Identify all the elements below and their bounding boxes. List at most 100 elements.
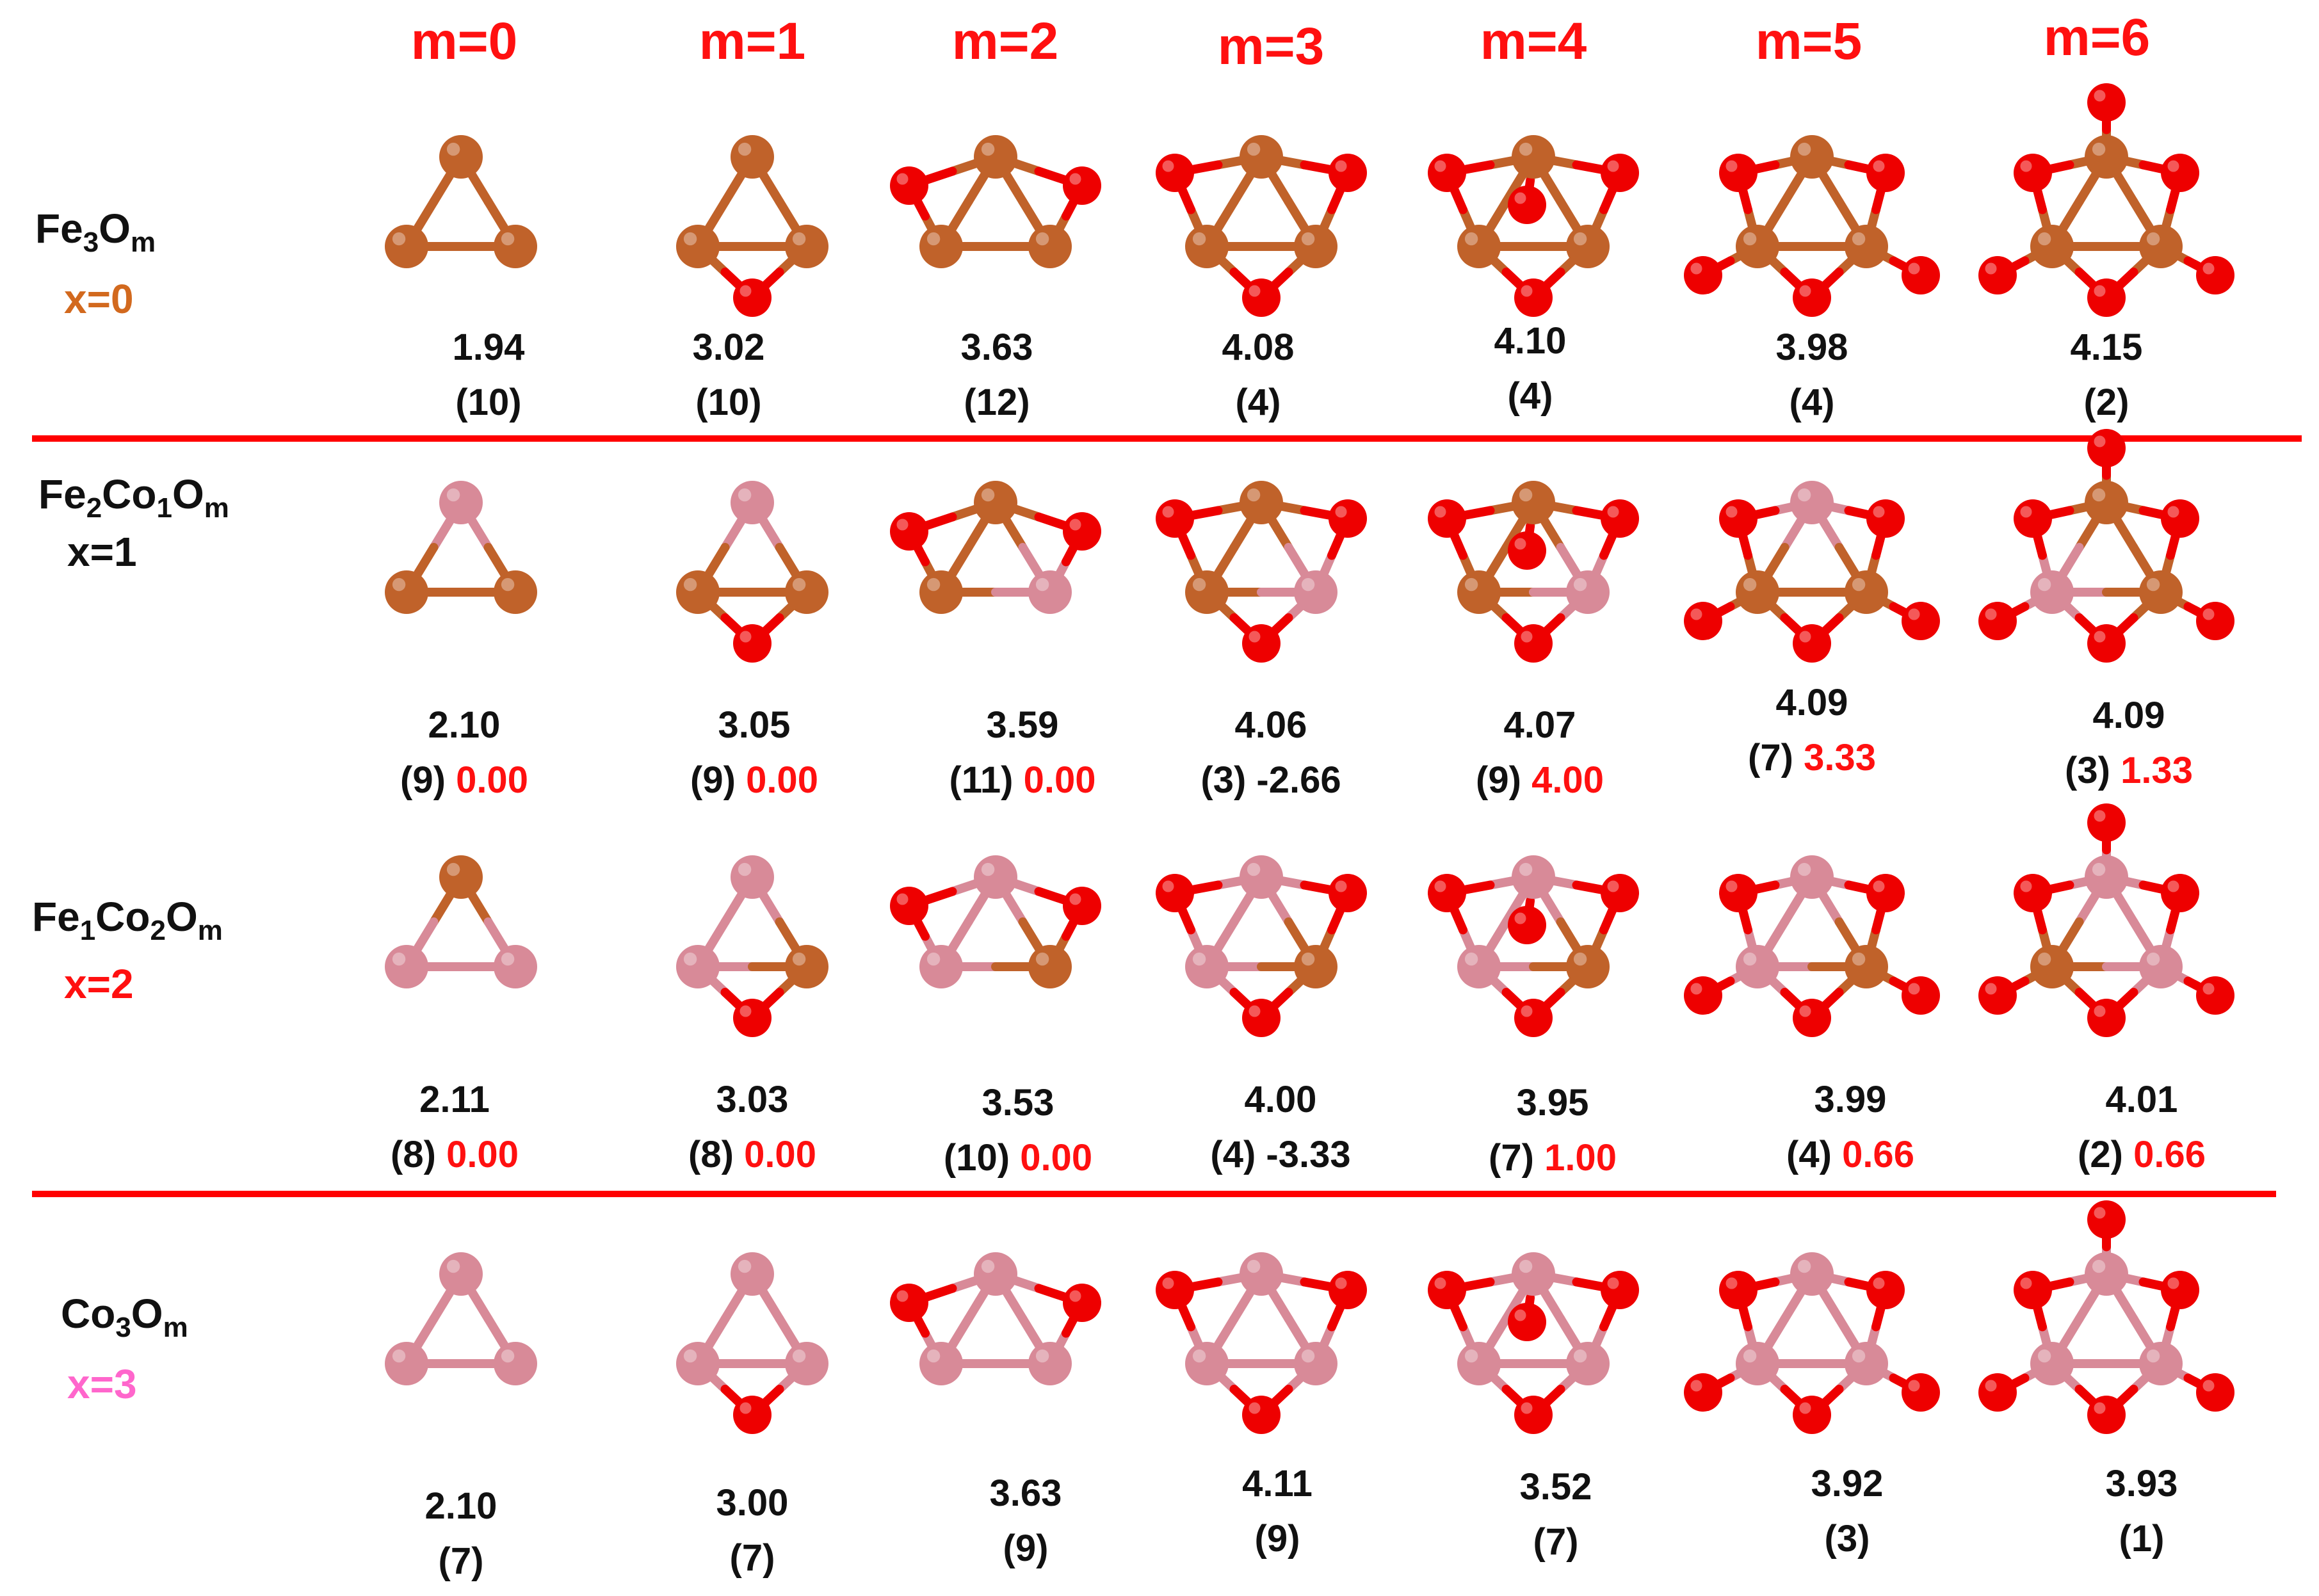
moment-delta: 1.33 [2121,750,2193,791]
atom-highlight [1725,160,1738,172]
atom-highlight [981,142,995,156]
oxygen-atom [1156,154,1194,192]
cell-r1-m4: 4.07 (9) 4.00 [1418,698,1661,808]
energy-value: 3.63 [960,326,1033,368]
row-x-label-1: x=1 [67,529,137,575]
atom-highlight [1985,608,1997,620]
oxygen-atom [1063,166,1101,205]
atom-highlight [501,232,515,246]
atom-highlight [738,862,752,876]
cluster-structure-r2-m6 [1978,803,2234,1037]
atom-highlight [2020,160,2032,172]
cobalt-atom [919,945,963,988]
atom-highlight [1464,1349,1478,1363]
atom-highlight [1573,232,1587,246]
oxygen-atom [1514,1396,1553,1434]
atom-highlight [1069,173,1081,185]
atom-highlight [2202,608,2215,620]
atom-highlight [1725,1277,1738,1289]
atom-highlight [1873,1277,1885,1289]
oxygen-atom [1329,154,1367,192]
oxygen-atom [1156,1271,1194,1309]
atom-highlight [1797,488,1811,502]
oxygen-atom [1978,602,2017,640]
atom-highlight [1035,577,1049,592]
iron-atom [1240,481,1283,524]
cell-r2-m1: 3.03 (8) 0.00 [631,1072,874,1182]
iron-atom [2085,481,2128,524]
atom-highlight [1514,1309,1526,1321]
atom-highlight [446,488,460,502]
oxygen-atom [890,166,928,205]
atom-highlight [792,952,806,966]
atom-highlight [2167,880,2179,892]
atom-highlight [1873,880,1885,892]
atom-highlight [1985,262,1997,275]
column-label-m0: m=0 [410,12,518,70]
moment-delta: -3.33 [1266,1134,1351,1175]
oxygen-atom [1601,154,1639,192]
atom-highlight [981,488,995,502]
spin-multiplicity: (4) [1789,382,1835,423]
oxygen-atom [2087,429,2126,467]
oxygen-atom [890,887,928,925]
atom-highlight [392,577,406,592]
cobalt-atom [1512,1252,1555,1296]
energy-value: 4.10 [1494,320,1567,362]
atom-highlight [1908,983,1920,995]
iron-atom [974,135,1017,179]
atom-highlight [981,1259,995,1273]
iron-atom [1566,225,1610,268]
energy-value: 3.93 [2105,1463,2178,1504]
atom-highlight [1192,232,1206,246]
energy-value: 4.08 [1222,326,1295,368]
oxygen-atom [1902,256,1940,294]
cobalt-atom [1566,1342,1610,1385]
atom-highlight [1908,1380,1920,1392]
atom-highlight [1464,232,1478,246]
oxygen-atom [2014,874,2052,912]
atom-highlight [1521,1005,1533,1017]
spin-multiplicity: (2) [2083,382,2129,423]
row-formula-fe2co1om: Fe2Co1Om [38,471,229,524]
atom-highlight [1335,1277,1347,1289]
spin-multiplicity: (2) [2078,1134,2123,1175]
iron-atom [1566,945,1610,988]
oxygen-atom [1866,154,1905,192]
atom-highlight [501,577,515,592]
cobalt-atom [494,1342,537,1385]
oxygen-atom [1508,186,1546,224]
oxygen-atom [1156,874,1194,912]
cluster-structure-r0-m1 [676,135,828,317]
oxygen-atom [1684,1373,1722,1412]
atom-highlight [1873,506,1885,518]
cluster-structure-r0-m5 [1684,135,1940,317]
oxygen-atom [1428,874,1466,912]
cobalt-atom [1240,1252,1283,1296]
atom-highlight [981,862,995,876]
atom-highlight [1162,1277,1174,1289]
moment-delta: -2.66 [1256,759,1341,801]
oxygen-atom [2087,624,2126,663]
oxygen-atom [1508,1303,1546,1341]
spin-multiplicity: (3) [1824,1518,1870,1560]
cell-r2-m4: 3.95 (7) 1.00 [1431,1076,1674,1186]
cobalt-atom [439,481,483,524]
cobalt-atom [1457,945,1501,988]
cobalt-atom [974,855,1017,899]
spin-multiplicity: (1) [2119,1518,2165,1560]
cell-r3-m3: 4.11 (9) [1156,1456,1399,1567]
cell-r2-m3: 4.00 (4) -3.33 [1159,1072,1402,1182]
atom-highlight [1607,160,1619,172]
cobalt-atom [1028,570,1072,614]
oxygen-atom [1978,1373,2017,1412]
iron-atom [1185,225,1229,268]
atom-highlight [2094,1207,2106,1219]
cobalt-atom [676,945,720,988]
oxygen-atom [1719,499,1757,538]
atom-highlight [1799,631,1811,643]
oxygen-atom [1428,499,1466,538]
atom-highlight [1514,912,1526,924]
atom-highlight [2094,1005,2106,1017]
oxygen-atom [1684,256,1722,294]
